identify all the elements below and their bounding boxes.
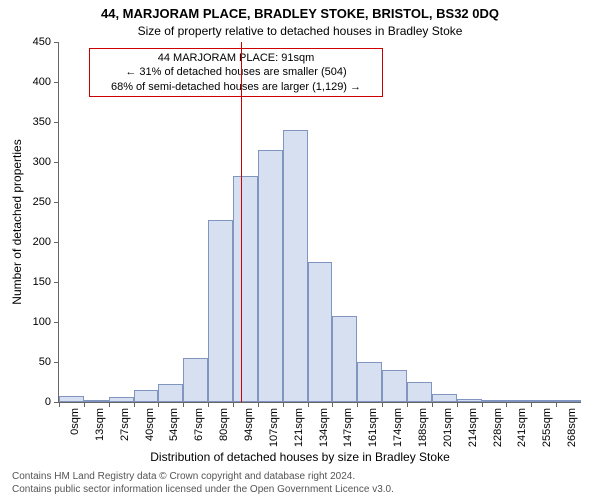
x-tick — [84, 402, 85, 407]
x-tick-label: 174sqm — [392, 408, 404, 447]
x-tick-label: 121sqm — [293, 408, 305, 447]
x-tick — [432, 402, 433, 407]
footer-attribution: Contains HM Land Registry data © Crown c… — [12, 470, 394, 496]
histogram-bar — [183, 358, 208, 402]
y-axis-label: Number of detached properties — [10, 139, 24, 304]
x-tick-label: 214sqm — [467, 408, 479, 447]
x-tick-label: 27sqm — [119, 408, 131, 441]
marker-line — [241, 42, 242, 402]
y-tick — [54, 42, 59, 43]
x-tick — [233, 402, 234, 407]
y-tick-label: 100 — [33, 316, 51, 328]
histogram-bar — [482, 400, 507, 402]
y-tick-label: 150 — [33, 276, 51, 288]
histogram-bar — [382, 370, 407, 402]
x-tick — [283, 402, 284, 407]
x-tick-label: 228sqm — [492, 408, 504, 447]
x-tick — [109, 402, 110, 407]
x-tick — [531, 402, 532, 407]
x-tick — [134, 402, 135, 407]
histogram-bar — [432, 394, 457, 402]
histogram-bar — [556, 400, 581, 402]
x-tick — [407, 402, 408, 407]
histogram-bar — [506, 400, 531, 402]
y-tick — [54, 122, 59, 123]
histogram-bar — [134, 390, 159, 402]
y-tick — [54, 82, 59, 83]
y-tick-label: 0 — [45, 396, 51, 408]
y-tick-label: 250 — [33, 196, 51, 208]
annotation-line-2: ← 31% of detached houses are smaller (50… — [96, 65, 376, 79]
histogram-bar — [357, 362, 382, 402]
x-tick — [183, 402, 184, 407]
x-tick-label: 67sqm — [193, 408, 205, 441]
annotation-line-3: 68% of semi-detached houses are larger (… — [96, 80, 376, 94]
x-tick — [308, 402, 309, 407]
x-axis-label: Distribution of detached houses by size … — [0, 450, 600, 464]
histogram-bar — [208, 220, 233, 402]
x-tick-label: 40sqm — [144, 408, 156, 441]
y-tick — [54, 242, 59, 243]
histogram-bar — [109, 397, 134, 402]
y-tick — [54, 282, 59, 283]
histogram-bar — [332, 316, 357, 402]
histogram-chart: 44 MARJORAM PLACE: 91sqm ← 31% of detach… — [58, 42, 581, 403]
annotation-box: 44 MARJORAM PLACE: 91sqm ← 31% of detach… — [89, 48, 383, 97]
x-tick — [208, 402, 209, 407]
y-tick-label: 450 — [33, 36, 51, 48]
y-tick-label: 400 — [33, 76, 51, 88]
histogram-bar — [308, 262, 333, 402]
histogram-bar — [283, 130, 308, 402]
x-tick-label: 161sqm — [367, 408, 379, 447]
histogram-bar — [59, 396, 84, 402]
x-tick — [357, 402, 358, 407]
y-tick-label: 200 — [33, 236, 51, 248]
x-tick-label: 241sqm — [516, 408, 528, 447]
histogram-bar — [531, 400, 556, 402]
x-tick — [482, 402, 483, 407]
x-tick-label: 255sqm — [541, 408, 553, 447]
x-tick — [158, 402, 159, 407]
x-tick-label: 94sqm — [243, 408, 255, 441]
y-tick-label: 300 — [33, 156, 51, 168]
x-tick-label: 147sqm — [342, 408, 354, 447]
x-tick — [258, 402, 259, 407]
x-tick — [59, 402, 60, 407]
x-tick-label: 80sqm — [218, 408, 230, 441]
y-tick-label: 50 — [39, 356, 51, 368]
annotation-line-1: 44 MARJORAM PLACE: 91sqm — [96, 51, 376, 65]
y-tick-label: 350 — [33, 116, 51, 128]
x-tick-label: 107sqm — [268, 408, 280, 447]
x-tick-label: 188sqm — [417, 408, 429, 447]
x-tick-label: 54sqm — [168, 408, 180, 441]
histogram-bar — [158, 384, 183, 402]
x-tick — [382, 402, 383, 407]
footer-line-1: Contains HM Land Registry data © Crown c… — [12, 470, 394, 483]
x-tick-label: 13sqm — [94, 408, 106, 441]
x-tick-label: 134sqm — [318, 408, 330, 447]
x-tick-label: 0sqm — [69, 408, 81, 435]
x-tick-label: 268sqm — [566, 408, 578, 447]
y-tick — [54, 162, 59, 163]
histogram-bar — [407, 382, 432, 402]
x-tick — [457, 402, 458, 407]
x-tick — [332, 402, 333, 407]
histogram-bar — [233, 176, 258, 402]
page-title: 44, MARJORAM PLACE, BRADLEY STOKE, BRIST… — [0, 6, 600, 21]
x-tick — [556, 402, 557, 407]
footer-line-2: Contains public sector information licen… — [12, 483, 394, 496]
histogram-bar — [84, 400, 109, 402]
y-tick — [54, 202, 59, 203]
histogram-bar — [457, 399, 482, 402]
y-tick — [54, 362, 59, 363]
x-tick-label: 201sqm — [442, 408, 454, 447]
page-subtitle: Size of property relative to detached ho… — [0, 24, 600, 38]
y-tick — [54, 322, 59, 323]
histogram-bar — [258, 150, 283, 402]
x-tick — [506, 402, 507, 407]
